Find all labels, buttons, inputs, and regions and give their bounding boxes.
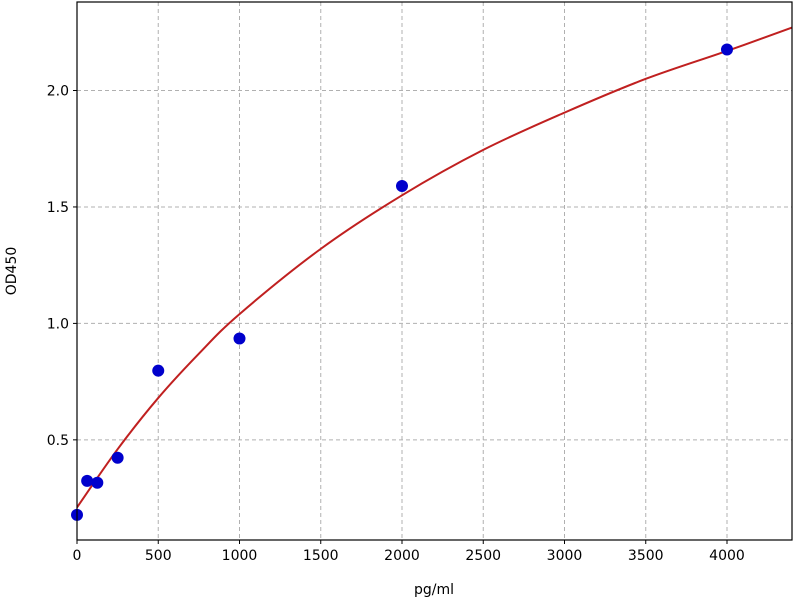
x-tick-label: 2500 (465, 548, 501, 564)
y-tick-label: 1.0 (47, 316, 69, 332)
x-axis-ticks: 0 500 1000 1500 2000 2500 3000 3500 4000 (73, 540, 745, 564)
x-tick-label: 1500 (303, 548, 339, 564)
data-point (233, 332, 246, 345)
data-point (152, 364, 165, 377)
data-point (81, 474, 94, 487)
x-tick-label: 4000 (709, 548, 745, 564)
plot-frame (76, 1, 793, 541)
x-tick-label: 2000 (384, 548, 420, 564)
x-tick-label: 3000 (547, 548, 583, 564)
data-point (111, 451, 124, 464)
x-tick-label: 3500 (628, 548, 664, 564)
plot-background (77, 2, 792, 540)
x-tick-label: 0 (73, 548, 82, 564)
fit-curve-line (77, 26, 792, 508)
y-tick-label: 0.5 (47, 433, 69, 449)
data-point (91, 476, 104, 489)
y-tick-label: 1.5 (47, 200, 69, 216)
fit-curve-layer (77, 26, 792, 508)
data-point (396, 179, 408, 192)
x-axis-label: pg/ml (414, 582, 454, 598)
y-axis-ticks: 0.5 1.0 1.5 2.0 (47, 84, 77, 449)
x-tick-label: 1000 (222, 548, 258, 564)
data-point (721, 43, 733, 56)
x-tick-label: 500 (145, 548, 172, 564)
grid (76, 2, 792, 540)
y-tick-label: 2.0 (47, 84, 69, 100)
y-axis-label: OD450 (4, 247, 20, 296)
